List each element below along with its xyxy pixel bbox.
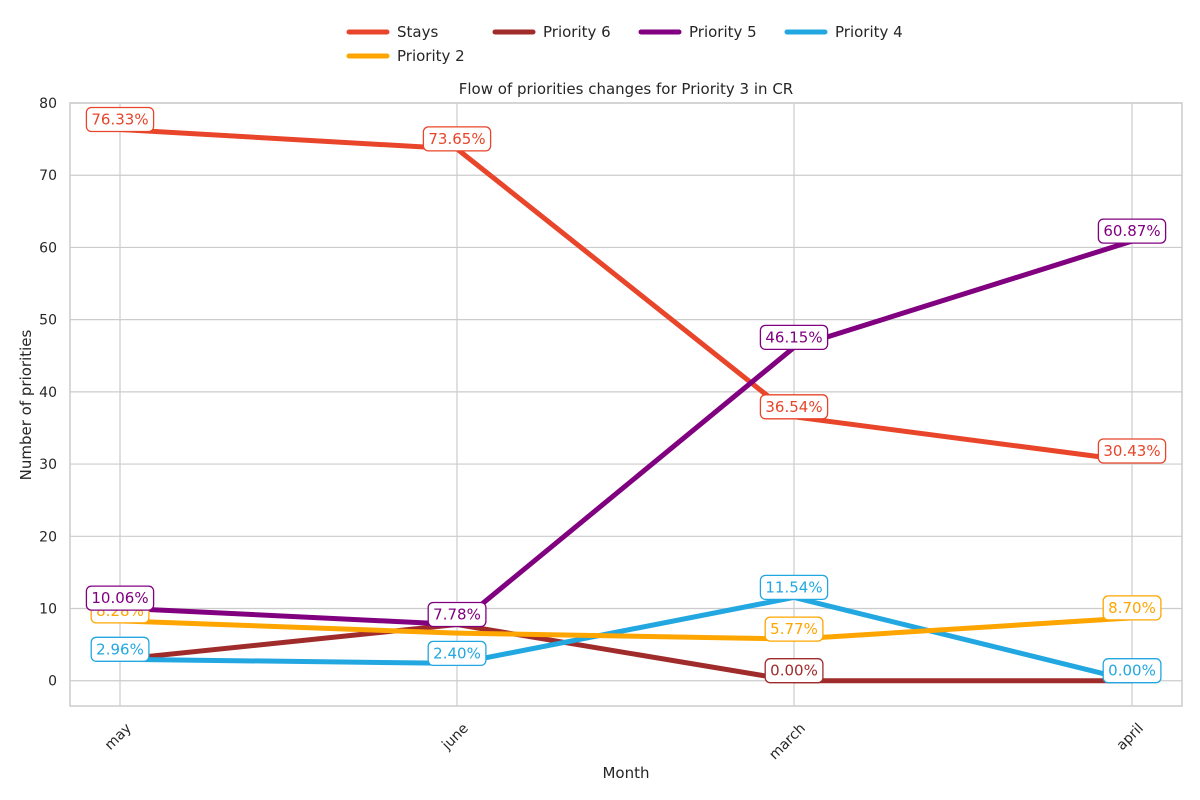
y-tick-label: 40	[39, 385, 57, 401]
x-tick-label: may	[102, 721, 135, 754]
data-label: 2.96%	[90, 636, 150, 662]
data-label: 5.77%	[764, 616, 824, 642]
data-label-box	[1097, 218, 1167, 244]
x-axis-ticks: may june march april	[102, 721, 1147, 764]
data-label: 10.06%	[85, 585, 155, 611]
data-label-box	[764, 616, 824, 642]
data-label-box	[85, 585, 155, 611]
series-line	[117, 238, 1135, 627]
y-axis-ticks: 0 10 20 30 40 50 60 70 80	[39, 96, 57, 690]
legend-item: Priority 2	[346, 47, 465, 65]
legend: Stays Priority 6 Priority 5 Priority 4 Prior…	[346, 23, 903, 65]
data-labels: 76.33%73.65%36.54%30.43%8.28%5.77%8.70%0…	[85, 106, 1167, 684]
data-label-text: 60.87%	[1103, 222, 1160, 240]
legend-label: Priority 4	[835, 23, 903, 41]
data-label-box	[1102, 658, 1162, 684]
y-tick-label: 10	[39, 602, 57, 618]
y-tick-label: 60	[39, 240, 57, 256]
chart-title: Flow of priorities changes for Priority …	[459, 80, 793, 98]
y-tick-label: 70	[39, 168, 57, 184]
data-label: 11.54%	[759, 574, 829, 601]
legend-item: Priority 6	[492, 23, 611, 41]
plot-area	[69, 102, 1183, 707]
data-label-text: 76.33%	[91, 111, 148, 129]
data-label-box	[85, 106, 155, 133]
legend-label: Priority 5	[689, 23, 757, 41]
data-label-text: 5.77%	[770, 620, 818, 638]
data-label-text: 0.00%	[770, 662, 818, 680]
y-tick-label: 30	[39, 457, 57, 473]
series-line	[117, 615, 1135, 642]
series-line	[117, 594, 1135, 684]
data-label-text: 8.70%	[1108, 599, 1156, 617]
data-label-text: 2.96%	[96, 640, 144, 658]
data-label-text: 30.43%	[1103, 442, 1160, 460]
data-label-box	[764, 658, 824, 684]
data-label-box	[422, 126, 492, 152]
y-tick-label: 80	[39, 96, 57, 112]
data-label-text: 11.54%	[765, 578, 822, 596]
x-tick-label: april	[1114, 721, 1147, 754]
legend-label: Priority 2	[397, 47, 465, 65]
x-tick-label: march	[766, 721, 809, 764]
data-label: 7.78%	[427, 601, 487, 628]
data-label: 8.70%	[1102, 595, 1162, 621]
series-lines	[117, 127, 1135, 684]
x-tick-label: june	[438, 721, 471, 754]
data-label: 0.00%	[1102, 658, 1162, 684]
data-label-text: 0.00%	[1108, 662, 1156, 680]
data-label-box	[1097, 438, 1167, 464]
y-tick-label: 20	[39, 529, 57, 545]
data-label: 46.15%	[759, 324, 829, 351]
data-label-text: 10.06%	[91, 589, 148, 607]
legend-item: Priority 5	[638, 23, 757, 41]
y-tick-label: 50	[39, 313, 57, 329]
data-label-text: 46.15%	[765, 328, 822, 346]
data-label: 76.33%	[85, 106, 155, 133]
x-axis-title: Month	[602, 764, 649, 782]
data-label-text: 2.40%	[433, 644, 481, 662]
data-label: 30.43%	[1097, 438, 1167, 464]
y-axis-title: Number of priorities	[17, 329, 35, 480]
legend-item: Stays	[346, 23, 438, 41]
series-line	[117, 622, 1135, 684]
data-label-text: 73.65%	[428, 130, 485, 148]
data-label-box	[759, 574, 829, 601]
data-label-box	[759, 394, 829, 420]
data-label: 73.65%	[422, 126, 492, 152]
y-tick-label: 0	[48, 674, 57, 690]
data-label-box	[90, 636, 150, 662]
series-line	[117, 127, 1135, 464]
data-label-text: 7.78%	[433, 606, 481, 624]
data-label: 2.40%	[427, 640, 487, 667]
data-label-box	[427, 640, 487, 667]
data-label-text: 36.54%	[765, 398, 822, 416]
data-label: 36.54%	[759, 394, 829, 420]
legend-label: Priority 6	[543, 23, 611, 41]
data-label-box	[427, 601, 487, 628]
data-label-box	[1102, 595, 1162, 621]
data-label-box	[759, 324, 829, 351]
data-label: 60.87%	[1097, 218, 1167, 244]
legend-item: Priority 4	[784, 23, 903, 41]
data-label: 0.00%	[764, 658, 824, 684]
legend-label: Stays	[397, 23, 438, 41]
